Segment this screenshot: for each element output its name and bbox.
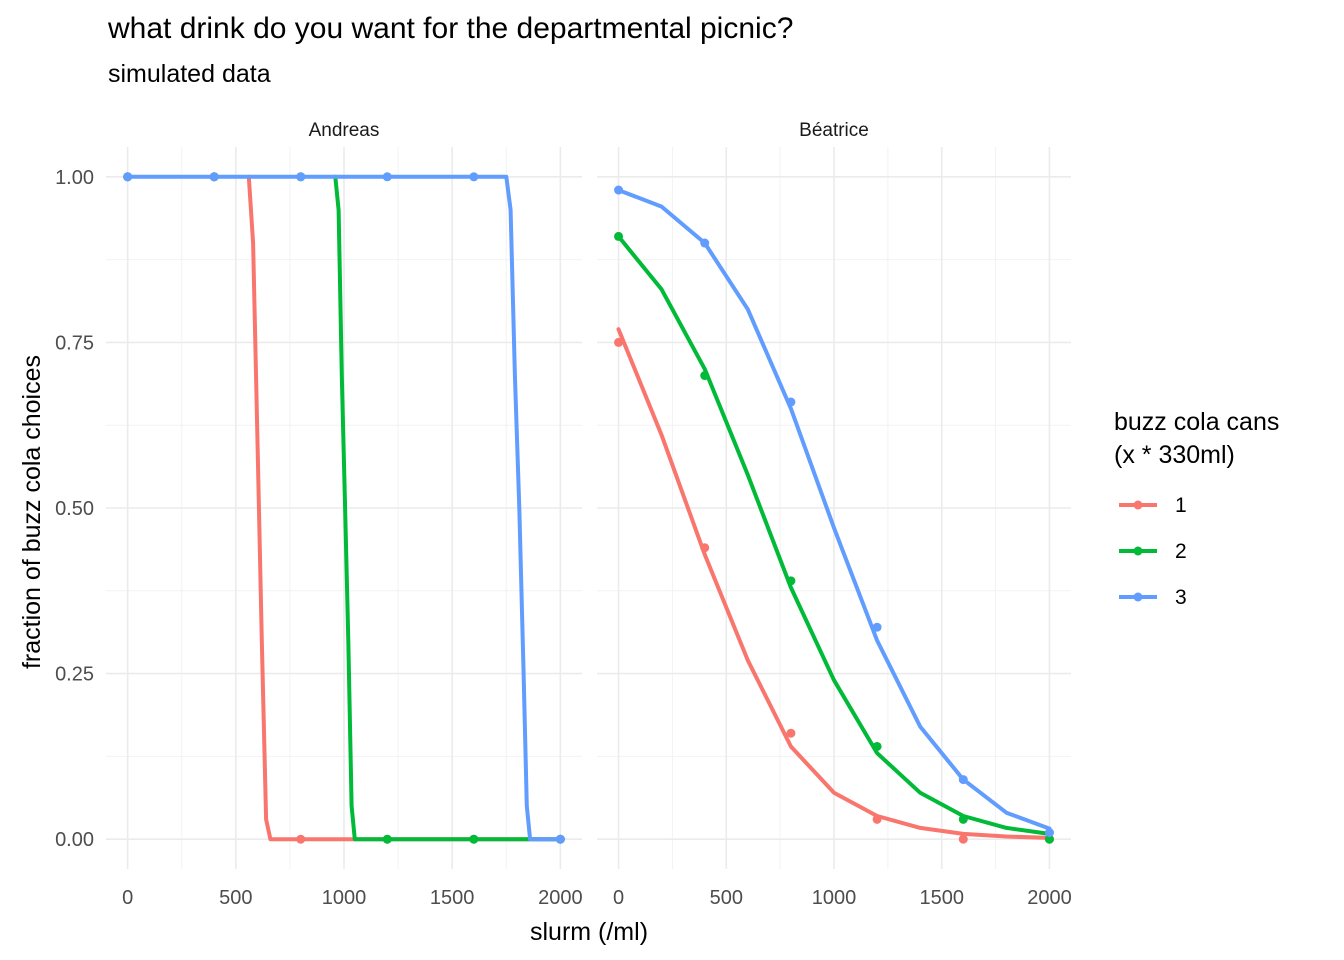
series-1 — [614, 327, 1054, 844]
series-3 — [123, 172, 565, 844]
series-line — [333, 174, 563, 842]
x-tick-label: 500 — [219, 887, 252, 909]
data-point — [958, 814, 968, 824]
data-point — [700, 543, 710, 553]
data-point — [700, 238, 710, 248]
data-point — [786, 576, 796, 586]
data-point — [700, 371, 710, 381]
legend-title: (x * 330ml) — [1114, 441, 1235, 469]
data-point — [614, 185, 624, 195]
data-point — [296, 172, 306, 182]
data-point — [123, 172, 133, 182]
data-point — [555, 834, 565, 844]
y-axis-label: fraction of buzz cola choices — [18, 355, 46, 669]
y-tick-label: 0.00 — [55, 829, 94, 851]
x-tick-label: 1000 — [322, 887, 367, 909]
data-point — [1044, 834, 1054, 844]
y-tick-label: 0.25 — [55, 664, 94, 686]
data-point — [786, 397, 796, 407]
data-point — [872, 622, 882, 632]
legend-key-point — [1133, 546, 1143, 556]
panel-2: Béatrice 0 500 1000 1500 2000 — [597, 120, 1072, 909]
data-point — [469, 172, 479, 182]
series-line — [616, 188, 1052, 831]
legend-entry-3: 3 — [1119, 586, 1187, 609]
x-tick-label: 500 — [710, 887, 743, 909]
x-tick-label: 2000 — [1027, 887, 1072, 909]
data-point — [786, 728, 796, 738]
series-line — [616, 234, 1052, 836]
x-tick-label: 1500 — [919, 887, 964, 909]
panel-1: Andreas 0 500 1000 1500 2000 0.00 0.25 0.50 0.75 1… — [55, 120, 583, 909]
y-tick-label: 0.50 — [55, 498, 94, 520]
series-line — [616, 327, 1052, 840]
x-tick-label: 1000 — [812, 887, 857, 909]
data-point — [872, 814, 882, 824]
legend-label: 3 — [1175, 586, 1187, 609]
data-point — [958, 775, 968, 785]
x-tick-label: 2000 — [538, 887, 583, 909]
data-point — [382, 172, 392, 182]
legend-label: 2 — [1175, 540, 1187, 563]
x-tick-label: 0 — [613, 887, 624, 909]
legend-title: buzz cola cans — [1114, 408, 1279, 436]
legend-label: 1 — [1175, 494, 1187, 517]
legend-entry-2: 2 — [1119, 540, 1187, 563]
data-point — [872, 741, 882, 751]
series-line — [125, 174, 563, 842]
facet-label: Andreas — [309, 120, 380, 141]
legend-key-point — [1133, 592, 1143, 602]
facet-label: Béatrice — [799, 120, 869, 141]
y-tick-label: 1.00 — [55, 167, 94, 189]
chart-title: what drink do you want for the departmen… — [108, 12, 794, 45]
series-2 — [614, 231, 1054, 844]
data-point — [614, 337, 624, 347]
data-point — [469, 834, 479, 844]
legend-key-point — [1133, 500, 1143, 510]
x-axis-label: slurm (/ml) — [530, 918, 648, 946]
data-point — [209, 172, 219, 182]
data-point — [296, 834, 306, 844]
data-point — [958, 834, 968, 844]
x-tick-label: 0 — [122, 887, 133, 909]
legend-entry-1: 1 — [1119, 494, 1187, 517]
y-tick-label: 0.75 — [55, 332, 94, 354]
chart-subtitle: simulated data — [108, 60, 271, 88]
data-point — [382, 834, 392, 844]
data-point — [614, 231, 624, 241]
series-3 — [614, 185, 1054, 838]
legend: buzz cola cans (x * 330ml) 1 2 3 — [1114, 408, 1279, 609]
data-point — [1044, 828, 1054, 838]
series-line — [246, 174, 563, 842]
x-tick-label: 1500 — [430, 887, 475, 909]
